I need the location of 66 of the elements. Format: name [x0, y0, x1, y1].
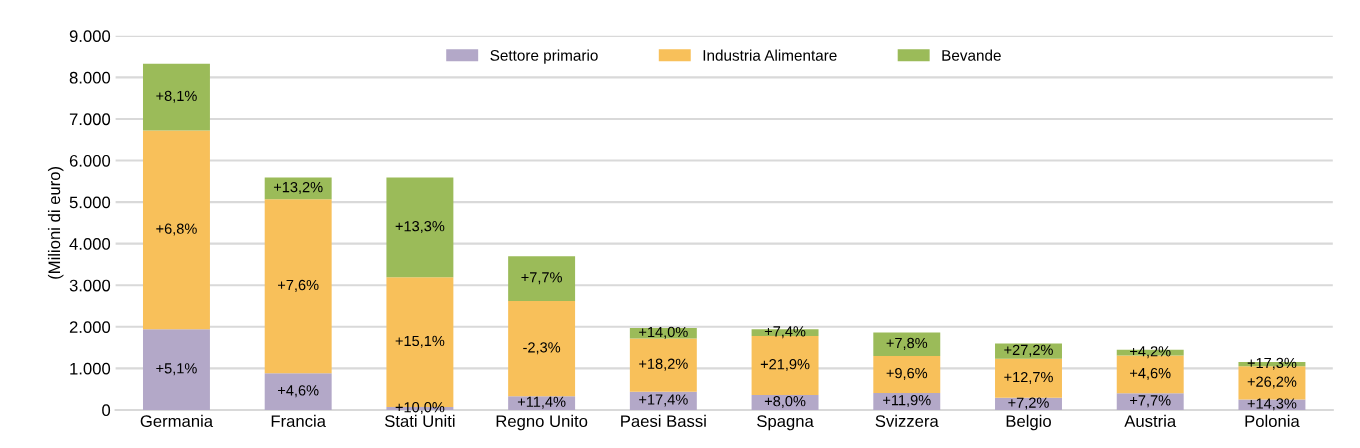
y-tick-label: 3.000 [69, 279, 111, 292]
annotation: +14,3% [1247, 398, 1297, 411]
legend-label: Bevande [942, 49, 1001, 61]
bar [995, 358, 1062, 398]
annotation: +7,7% [1130, 395, 1171, 408]
annotation: +11,4% [517, 396, 566, 409]
annotation: +7,8% [886, 337, 928, 350]
y-tick-label: 6.000 [69, 154, 111, 167]
legend-label: Settore primario [490, 49, 598, 64]
annotation: +7,6% [278, 279, 319, 292]
x-tick-label: Germania [140, 414, 214, 428]
annotation: +11,9% [883, 394, 931, 408]
annotation: +13,2% [273, 181, 323, 195]
annotation: +6,8% [156, 223, 197, 236]
y-axis-title: (Milioni di euro) [47, 166, 64, 279]
bar [142, 329, 210, 410]
annotation: +4,6% [278, 385, 319, 398]
annotation: +8,0% [764, 396, 806, 409]
bar [142, 130, 210, 330]
annotation: +7,2% [1008, 397, 1049, 410]
x-tick-label: Svizzera [875, 414, 939, 428]
annotation: +7,7% [521, 272, 562, 285]
annotation: +8,1% [156, 90, 197, 103]
legend-label: Industria Alimentare [703, 49, 837, 61]
y-tick-label: 7.000 [69, 113, 111, 126]
y-tick-label: 0 [102, 404, 111, 417]
x-tick-label: Regno Unito [496, 414, 588, 431]
x-tick-label: Paesi Bassi [621, 414, 706, 428]
bar [264, 199, 332, 374]
bar [629, 338, 697, 392]
annotation: +14,0% [639, 326, 688, 339]
annotation: +7,4% [764, 326, 806, 339]
annotation: +5,1% [156, 363, 197, 376]
annotation: +27,2% [1004, 344, 1053, 357]
x-tick-label: Francia [271, 414, 326, 428]
bar [1116, 393, 1184, 410]
annotation: +13,3% [395, 221, 445, 234]
bar [873, 332, 941, 356]
bar [386, 177, 454, 278]
x-tick-label: Austria [1124, 414, 1177, 428]
x-tick-label: Stati Uniti [385, 414, 455, 428]
bar [508, 301, 576, 397]
y-tick-label: 2.000 [69, 321, 111, 333]
annotation: +10,0% [395, 402, 445, 415]
y-tick-label: 4.000 [69, 238, 111, 250]
y-tick-label: 9.000 [69, 30, 111, 43]
annotation: +9,6% [886, 367, 928, 381]
annotation: +12,7% [1004, 371, 1053, 384]
annotation: +21,9% [760, 359, 810, 372]
x-tick-label: Belgio [1006, 414, 1051, 431]
y-tick-label: 8.000 [69, 71, 111, 84]
annotation: +17,4% [639, 394, 688, 407]
annotation: +15,1% [395, 335, 445, 348]
annotation: +18,2% [639, 358, 688, 371]
bar [995, 343, 1062, 359]
annotation: +26,2% [1247, 376, 1297, 389]
bar [264, 373, 332, 410]
y-tick-label: 1.000 [70, 362, 111, 375]
x-tick-label: Polonia [1245, 414, 1300, 428]
y-tick-label: 5.000 [69, 196, 111, 209]
bar [873, 355, 941, 393]
x-tick-label: Spagna [757, 415, 814, 431]
annotation: -2,3% [523, 342, 561, 355]
bar [142, 63, 210, 131]
annotation: +4,6% [1130, 367, 1171, 381]
bar [508, 256, 576, 302]
